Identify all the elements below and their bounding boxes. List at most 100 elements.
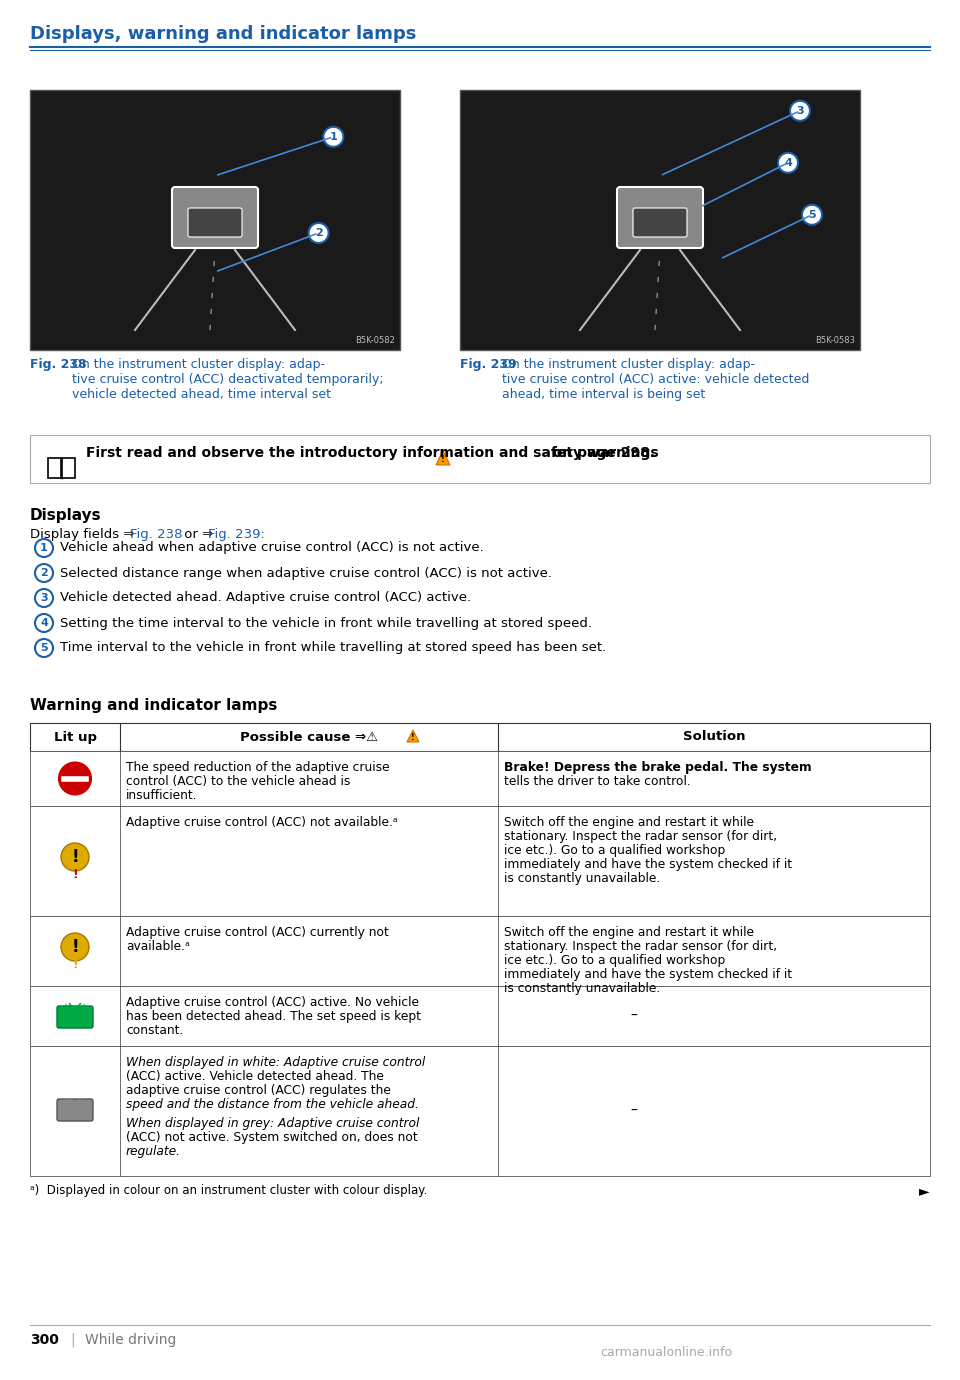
Text: 4: 4 bbox=[40, 618, 48, 628]
Circle shape bbox=[35, 639, 53, 657]
Bar bbox=[30, 723, 930, 751]
Text: Display fields ⇒: Display fields ⇒ bbox=[30, 529, 134, 541]
Text: Lit up: Lit up bbox=[54, 730, 97, 744]
Circle shape bbox=[778, 153, 798, 172]
Text: –: – bbox=[631, 1009, 637, 1023]
FancyBboxPatch shape bbox=[62, 458, 75, 477]
Text: constant.: constant. bbox=[126, 1024, 183, 1036]
Text: has been detected ahead. The set speed is kept: has been detected ahead. The set speed i… bbox=[126, 1010, 421, 1023]
Text: Fig. 238: Fig. 238 bbox=[130, 529, 182, 541]
Text: carmanualonline.info: carmanualonline.info bbox=[600, 1346, 732, 1358]
Circle shape bbox=[61, 933, 89, 960]
FancyBboxPatch shape bbox=[30, 90, 400, 351]
Circle shape bbox=[35, 564, 53, 582]
Bar bbox=[30, 985, 930, 1046]
Text: Adaptive cruise control (ACC) active. No vehicle: Adaptive cruise control (ACC) active. No… bbox=[126, 996, 419, 1009]
Text: First read and observe the introductory information and safety warnings: First read and observe the introductory … bbox=[86, 446, 659, 460]
Text: immediately and have the system checked if it: immediately and have the system checked … bbox=[504, 967, 792, 981]
Text: |: | bbox=[70, 1333, 75, 1347]
Text: Setting the time interval to the vehicle in front while travelling at stored spe: Setting the time interval to the vehicle… bbox=[60, 617, 592, 629]
Circle shape bbox=[35, 589, 53, 607]
Text: –: – bbox=[631, 1104, 637, 1118]
Text: 1: 1 bbox=[40, 542, 48, 553]
Circle shape bbox=[308, 224, 328, 243]
Text: 300: 300 bbox=[30, 1333, 59, 1347]
Text: B5K-0583: B5K-0583 bbox=[815, 335, 855, 345]
Text: 5: 5 bbox=[40, 643, 48, 653]
Text: When displayed in white: Adaptive cruise control: When displayed in white: Adaptive cruise… bbox=[126, 1056, 425, 1070]
Text: (ACC) active. Vehicle detected ahead. The: (ACC) active. Vehicle detected ahead. Th… bbox=[126, 1070, 384, 1083]
Text: Brake! Depress the brake pedal. The system: Brake! Depress the brake pedal. The syst… bbox=[504, 760, 811, 774]
Text: stationary. Inspect the radar sensor (for dirt,: stationary. Inspect the radar sensor (fo… bbox=[504, 940, 778, 954]
Circle shape bbox=[59, 763, 91, 795]
Text: is constantly unavailable.: is constantly unavailable. bbox=[504, 872, 660, 885]
Text: The speed reduction of the adaptive cruise: The speed reduction of the adaptive crui… bbox=[126, 760, 390, 774]
Text: Fig. 238: Fig. 238 bbox=[30, 357, 86, 371]
Text: 4: 4 bbox=[784, 157, 792, 168]
Text: !: ! bbox=[72, 868, 78, 882]
Text: Fig. 239: Fig. 239 bbox=[460, 357, 516, 371]
Text: available.ᵃ: available.ᵃ bbox=[126, 940, 190, 954]
Text: Time interval to the vehicle in front while travelling at stored speed has been : Time interval to the vehicle in front wh… bbox=[60, 642, 607, 654]
Text: Displays, warning and indicator lamps: Displays, warning and indicator lamps bbox=[30, 25, 417, 43]
Text: 1: 1 bbox=[329, 132, 337, 142]
Text: Switch off the engine and restart it while: Switch off the engine and restart it whi… bbox=[504, 926, 754, 938]
Text: Warning and indicator lamps: Warning and indicator lamps bbox=[30, 698, 277, 713]
Text: Switch off the engine and restart it while: Switch off the engine and restart it whi… bbox=[504, 816, 754, 829]
Text: speed and the distance from the vehicle ahead.: speed and the distance from the vehicle … bbox=[126, 1098, 419, 1111]
Text: ᵃ)  Displayed in colour on an instrument cluster with colour display.: ᵃ) Displayed in colour on an instrument … bbox=[30, 1184, 427, 1196]
Text: 3: 3 bbox=[796, 106, 804, 116]
Text: Adaptive cruise control (ACC) currently not: Adaptive cruise control (ACC) currently … bbox=[126, 926, 389, 938]
FancyBboxPatch shape bbox=[48, 458, 61, 477]
FancyBboxPatch shape bbox=[188, 208, 242, 237]
Text: regulate.: regulate. bbox=[126, 1145, 181, 1158]
Text: control (ACC) to the vehicle ahead is: control (ACC) to the vehicle ahead is bbox=[126, 776, 350, 788]
Text: immediately and have the system checked if it: immediately and have the system checked … bbox=[504, 858, 792, 871]
Text: (ACC) not active. System switched on, does not: (ACC) not active. System switched on, do… bbox=[126, 1132, 418, 1144]
Text: On the instrument cluster display: adap-
tive cruise control (ACC) deactivated t: On the instrument cluster display: adap-… bbox=[72, 357, 384, 402]
Circle shape bbox=[35, 614, 53, 632]
Text: ►: ► bbox=[920, 1184, 930, 1198]
FancyBboxPatch shape bbox=[57, 1006, 93, 1028]
Text: adaptive cruise control (ACC) regulates the: adaptive cruise control (ACC) regulates … bbox=[126, 1085, 391, 1097]
Text: is constantly unavailable.: is constantly unavailable. bbox=[504, 983, 660, 995]
Circle shape bbox=[790, 101, 810, 121]
Text: !: ! bbox=[441, 454, 444, 464]
Text: !: ! bbox=[71, 847, 79, 867]
Text: !: ! bbox=[72, 959, 78, 972]
Text: !: ! bbox=[71, 938, 79, 956]
Bar bbox=[30, 435, 930, 483]
Circle shape bbox=[35, 540, 53, 558]
FancyBboxPatch shape bbox=[460, 90, 860, 351]
FancyBboxPatch shape bbox=[172, 188, 258, 248]
Text: While driving: While driving bbox=[85, 1333, 177, 1347]
Text: Displays: Displays bbox=[30, 508, 102, 523]
Text: Possible cause ⇒⚠: Possible cause ⇒⚠ bbox=[240, 730, 378, 744]
Text: 5: 5 bbox=[808, 210, 816, 219]
Text: Vehicle ahead when adaptive cruise control (ACC) is not active.: Vehicle ahead when adaptive cruise contr… bbox=[60, 541, 484, 555]
Text: stationary. Inspect the radar sensor (for dirt,: stationary. Inspect the radar sensor (fo… bbox=[504, 829, 778, 843]
Text: on page 298.: on page 298. bbox=[543, 446, 655, 460]
Circle shape bbox=[61, 843, 89, 871]
Bar bbox=[30, 1046, 930, 1176]
Text: Adaptive cruise control (ACC) not available.ᵃ: Adaptive cruise control (ACC) not availa… bbox=[126, 816, 397, 829]
Bar bbox=[30, 916, 930, 985]
FancyBboxPatch shape bbox=[617, 188, 703, 248]
Text: Vehicle detected ahead. Adaptive cruise control (ACC) active.: Vehicle detected ahead. Adaptive cruise … bbox=[60, 592, 471, 604]
FancyBboxPatch shape bbox=[633, 208, 687, 237]
Text: or ⇒: or ⇒ bbox=[180, 529, 213, 541]
Text: insufficient.: insufficient. bbox=[126, 789, 198, 802]
Circle shape bbox=[802, 204, 822, 225]
Polygon shape bbox=[436, 450, 450, 465]
Bar bbox=[30, 751, 930, 806]
Polygon shape bbox=[407, 730, 419, 742]
Text: 2: 2 bbox=[315, 228, 323, 237]
FancyBboxPatch shape bbox=[57, 1098, 93, 1121]
Text: When displayed in grey: Adaptive cruise control: When displayed in grey: Adaptive cruise … bbox=[126, 1116, 420, 1130]
Text: Solution: Solution bbox=[683, 730, 745, 744]
Bar bbox=[30, 806, 930, 916]
Text: 2: 2 bbox=[40, 569, 48, 578]
Text: B5K-0582: B5K-0582 bbox=[355, 335, 395, 345]
Text: 3: 3 bbox=[40, 593, 48, 603]
Circle shape bbox=[324, 127, 344, 146]
